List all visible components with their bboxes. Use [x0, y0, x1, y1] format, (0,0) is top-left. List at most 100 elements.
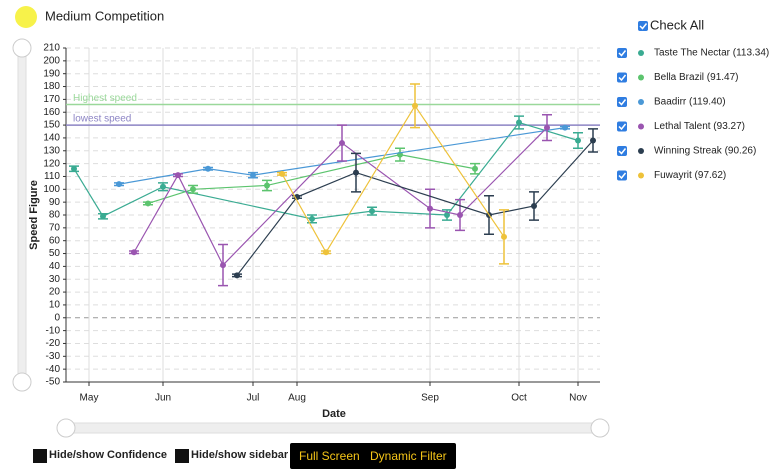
x-tick-label: May — [80, 393, 99, 404]
y-tick-label: 80 — [49, 210, 61, 221]
point — [250, 172, 256, 179]
point — [562, 124, 568, 131]
y-tick-label: 130 — [43, 145, 60, 156]
point — [264, 182, 270, 189]
legend-check — [618, 99, 627, 106]
point — [353, 169, 359, 176]
full-screen-button[interactable]: Full Screen — [290, 443, 369, 469]
point — [369, 208, 375, 215]
legend-checkbox[interactable] — [617, 97, 627, 107]
x-tick-label: Jun — [155, 393, 171, 404]
legend-checkbox[interactable] — [617, 170, 627, 181]
toggle-confidence[interactable]: Hide/show Confidence — [49, 449, 167, 461]
y-tick-label: 190 — [43, 68, 60, 79]
y-tick-label: 10 — [49, 300, 61, 311]
y-tick-label: 170 — [43, 94, 60, 105]
checkbox[interactable] — [175, 449, 189, 463]
point — [309, 215, 315, 222]
toggle-sidebar[interactable]: Hide/show sidebar — [191, 449, 289, 461]
point — [544, 124, 550, 131]
y-tick-label: 30 — [49, 274, 61, 285]
point — [575, 137, 581, 144]
y-tick-label: 60 — [49, 235, 61, 246]
series-line — [147, 154, 476, 205]
y-axis-label: Speed Figure — [28, 180, 40, 250]
y-tick-label: 50 — [49, 248, 61, 259]
title-dot — [15, 6, 37, 28]
y-tick-label: 40 — [49, 261, 61, 272]
legend-checkbox[interactable] — [617, 48, 627, 58]
y-slider-handle[interactable] — [12, 38, 32, 58]
point — [116, 181, 122, 188]
y-tick-label: 70 — [49, 222, 61, 233]
legend-checkbox[interactable] — [617, 146, 627, 156]
legend-marker — [638, 50, 644, 56]
point — [71, 165, 77, 172]
check-all-box[interactable] — [638, 21, 648, 31]
chart-title: Medium Competition — [45, 8, 164, 23]
legend-marker — [638, 148, 644, 154]
legend-checkbox[interactable] — [617, 72, 627, 83]
legend-label[interactable]: Taste The Nectar (113.34) — [654, 48, 769, 59]
y-tick-label: 120 — [43, 158, 60, 169]
reference-label: lowest speed — [73, 114, 131, 125]
y-slider[interactable] — [17, 47, 27, 383]
legend-marker — [638, 99, 644, 105]
legend-label[interactable]: Baadirr (119.40) — [654, 97, 726, 108]
y-tick-label: 90 — [49, 197, 61, 208]
point — [590, 137, 596, 144]
y-tick-label: -50 — [46, 377, 61, 388]
y-tick-label: 0 — [54, 312, 60, 323]
legend-check — [618, 123, 627, 131]
reference-label: Highest speed — [73, 93, 137, 104]
point — [457, 212, 463, 218]
x-tick-label: Sep — [421, 393, 439, 404]
x-tick-label: Nov — [569, 393, 587, 404]
legend-check — [618, 148, 627, 155]
legend-label[interactable]: Fuwayrit (97.62) — [654, 170, 726, 181]
y-tick-label: 20 — [49, 287, 61, 298]
series-line — [73, 121, 579, 220]
x-tick-label: Aug — [288, 393, 306, 404]
point — [279, 170, 285, 177]
x-slider-handle[interactable] — [56, 418, 76, 438]
series-line — [236, 140, 594, 276]
y-tick-label: 110 — [44, 171, 60, 182]
point — [412, 102, 418, 109]
x-tick-label: Jul — [247, 393, 260, 404]
point — [234, 272, 240, 279]
point — [444, 212, 450, 218]
x-slider[interactable] — [57, 422, 609, 434]
point — [145, 200, 151, 207]
point — [531, 203, 537, 210]
x-slider-handle[interactable] — [590, 418, 610, 438]
y-tick-label: -20 — [46, 338, 61, 349]
point — [175, 172, 181, 179]
point — [427, 205, 433, 212]
legend-label[interactable]: Winning Streak (90.26) — [654, 146, 756, 157]
check-all-label[interactable]: Check All — [650, 17, 704, 32]
y-tick-label: 100 — [43, 184, 60, 195]
legend-check — [618, 74, 627, 82]
legend-check — [618, 50, 627, 57]
point — [160, 183, 166, 190]
point — [472, 165, 478, 172]
point — [323, 249, 329, 256]
point — [339, 140, 345, 147]
legend-marker — [638, 74, 644, 81]
legend-checkbox[interactable] — [617, 121, 627, 132]
checkbox[interactable] — [33, 449, 47, 463]
legend-label[interactable]: Lethal Talent (93.27) — [654, 121, 745, 132]
y-tick-label: 210 — [43, 43, 60, 54]
y-slider-handle[interactable] — [12, 372, 32, 392]
legend-marker — [638, 123, 644, 130]
legend-check — [618, 172, 627, 180]
x-axis-label: Date — [322, 408, 346, 420]
dynamic-filter-button[interactable]: Dynamic Filter — [361, 443, 456, 469]
series-line — [118, 127, 566, 185]
y-tick-label: 160 — [43, 107, 60, 118]
legend-label[interactable]: Bella Brazil (91.47) — [654, 72, 738, 83]
